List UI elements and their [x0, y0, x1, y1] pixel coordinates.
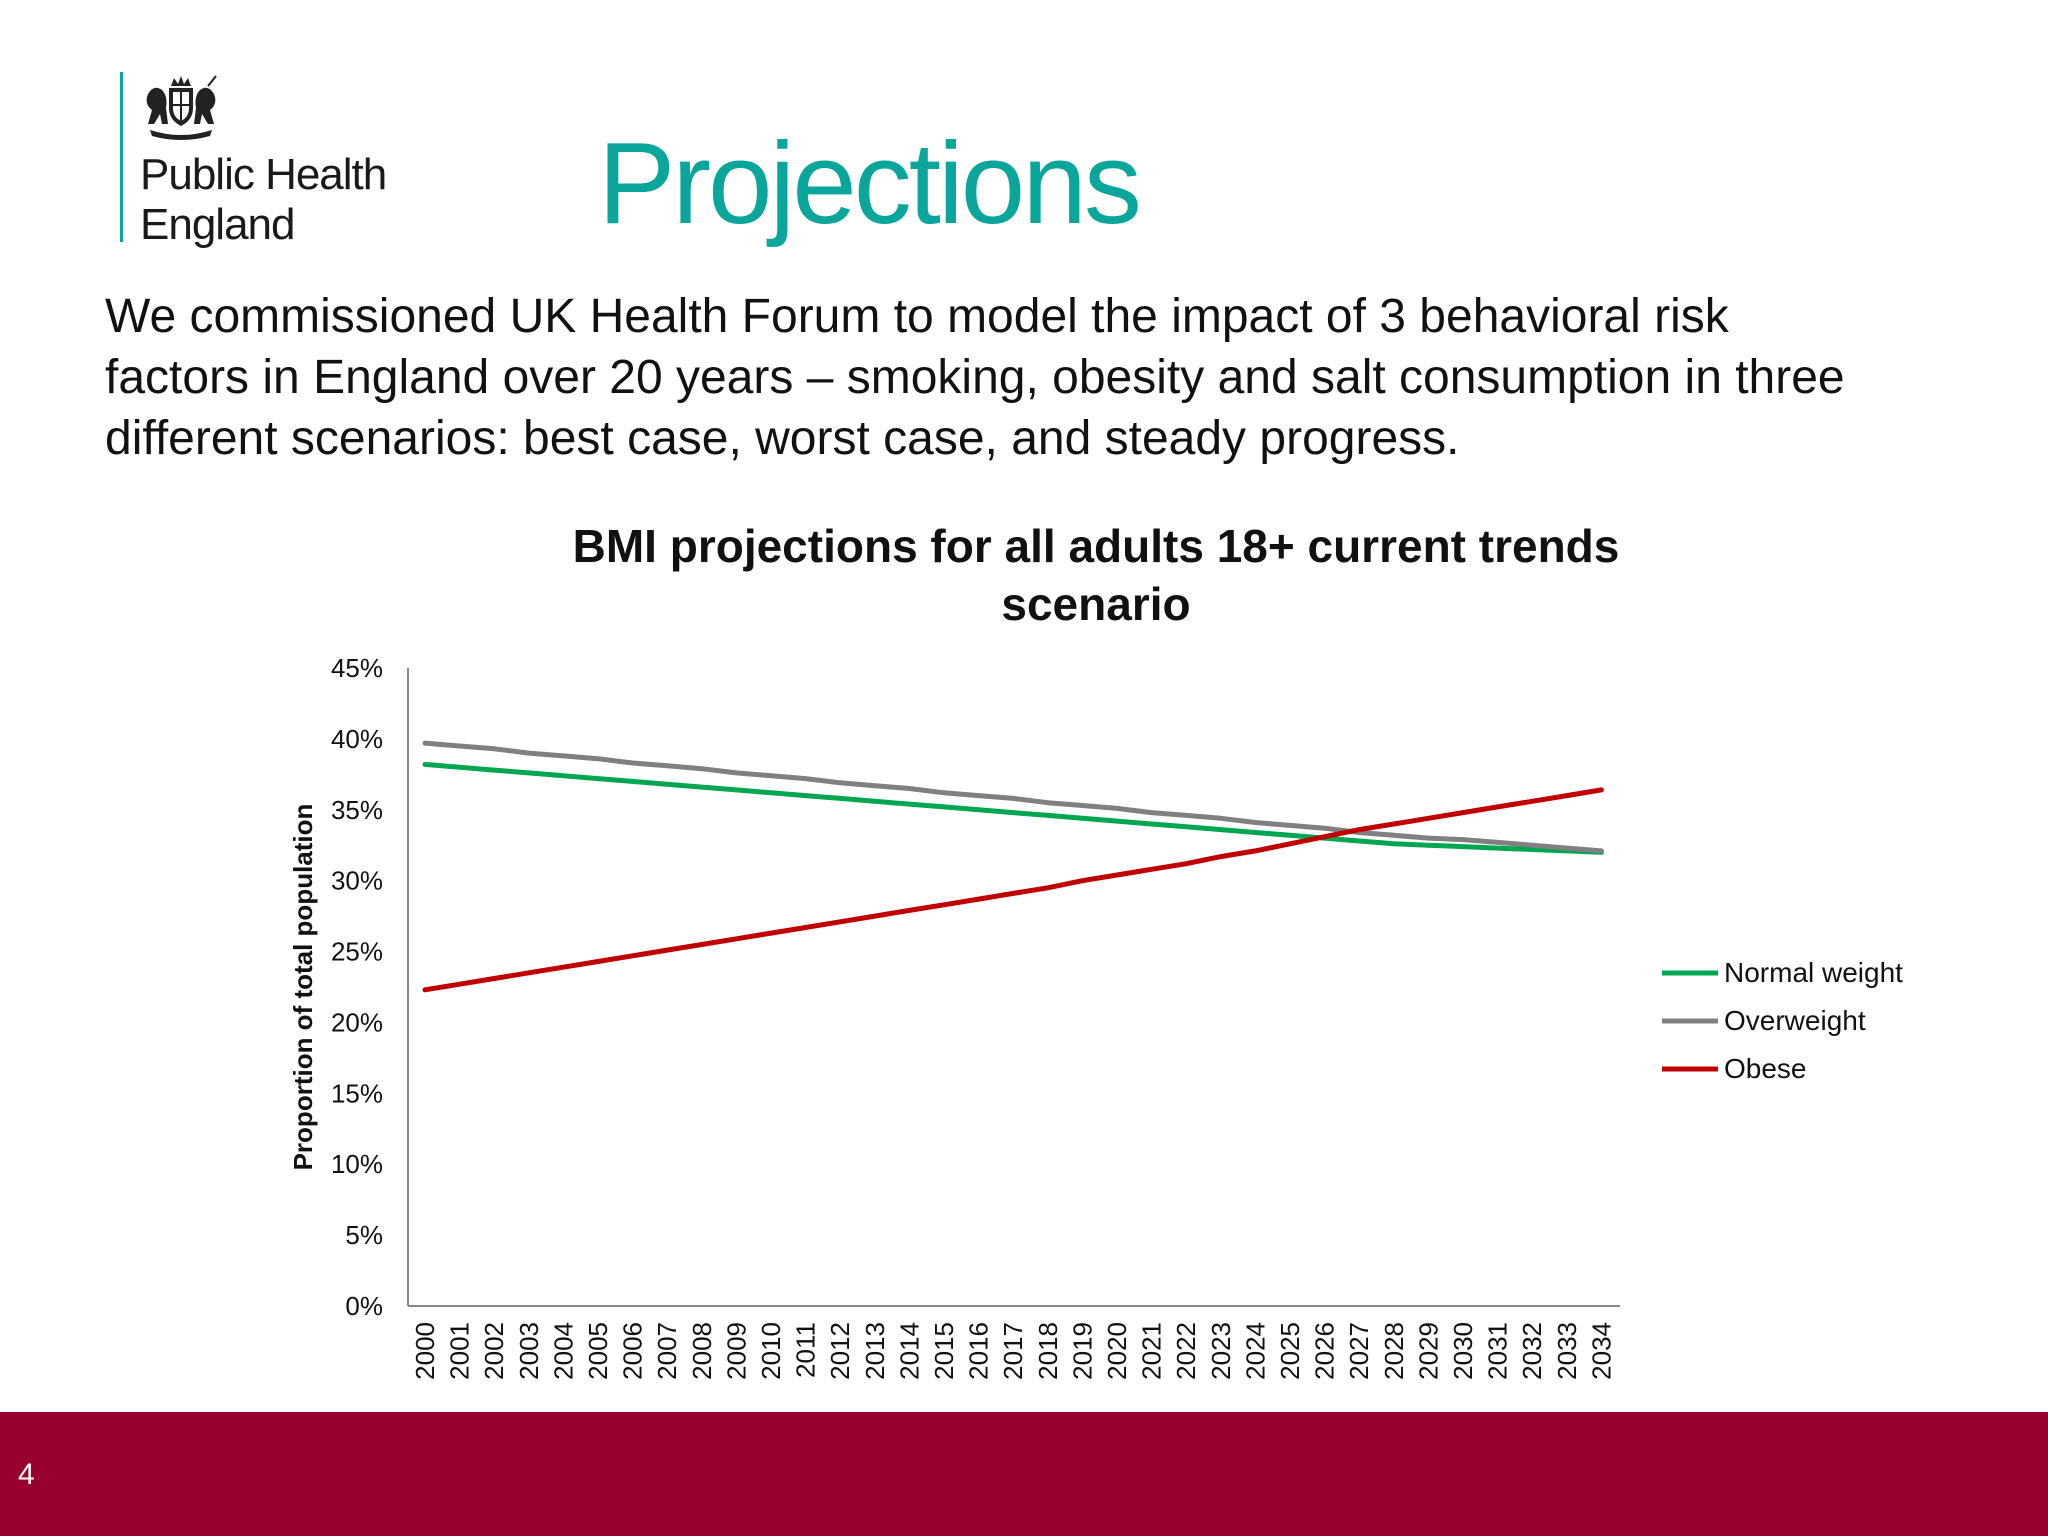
- y-tick-label: 40%: [331, 724, 383, 754]
- x-tick-label: 2032: [1517, 1322, 1547, 1380]
- x-tick-label: 2027: [1344, 1322, 1374, 1380]
- y-tick-label: 20%: [331, 1007, 383, 1037]
- legend-label: Normal weight: [1724, 957, 1903, 988]
- x-tick-label: 2014: [894, 1322, 924, 1380]
- x-tick-label: 2008: [687, 1322, 717, 1380]
- x-tick-label: 2033: [1552, 1322, 1582, 1380]
- chart-title-line: BMI projections for all adults 18+ curre…: [573, 520, 1620, 572]
- series-line-normal-weight: [422, 761, 1604, 855]
- series-line-obese: [422, 787, 1604, 993]
- logo-divider: [120, 72, 123, 242]
- logo-line-2: England: [140, 200, 295, 249]
- x-tick-label: 2031: [1483, 1322, 1513, 1380]
- chart-title-line: scenario: [1001, 578, 1190, 630]
- x-tick-label: 2016: [964, 1322, 994, 1380]
- y-tick-label: 0%: [345, 1291, 383, 1321]
- x-tick-label: 2009: [721, 1322, 751, 1380]
- x-tick-label: 2028: [1379, 1322, 1409, 1380]
- x-tick-label: 2012: [825, 1322, 855, 1380]
- x-tick-label: 2024: [1240, 1322, 1270, 1380]
- x-tick-label: 2020: [1102, 1322, 1132, 1380]
- y-axis-label: Proportion of total population: [288, 804, 318, 1171]
- x-tick-label: 2013: [860, 1322, 890, 1380]
- legend-label: Obese: [1724, 1053, 1807, 1084]
- series-line-overweight: [422, 740, 1604, 854]
- intro-paragraph: We commissioned UK Health Forum to model…: [105, 290, 1845, 465]
- royal-coat-of-arms-icon: [146, 75, 217, 140]
- page-number: 4: [18, 1458, 35, 1491]
- x-tick-label: 2022: [1171, 1322, 1201, 1380]
- y-tick-label: 5%: [345, 1220, 383, 1250]
- x-tick-label: 2021: [1137, 1322, 1167, 1380]
- y-tick-label: 45%: [331, 653, 383, 683]
- x-tick-label: 2025: [1275, 1322, 1305, 1380]
- x-tick-label: 2006: [618, 1322, 648, 1380]
- x-tick-label: 2015: [929, 1322, 959, 1380]
- x-tick-label: 2005: [583, 1322, 613, 1380]
- y-tick-label: 35%: [331, 795, 383, 825]
- logo-line-1: Public Health: [140, 150, 387, 199]
- x-tick-label: 2000: [410, 1322, 440, 1380]
- x-tick-label: 2002: [479, 1322, 509, 1380]
- x-tick-label: 2007: [652, 1322, 682, 1380]
- legend-label: Overweight: [1724, 1005, 1866, 1036]
- public-health-england-logo: Public Health England: [120, 72, 440, 249]
- x-tick-label: 2034: [1586, 1322, 1616, 1380]
- x-tick-label: 2010: [756, 1322, 786, 1380]
- logo-text: Public Health England: [140, 150, 387, 250]
- y-tick-label: 15%: [331, 1078, 383, 1108]
- x-tick-label: 2018: [1033, 1322, 1063, 1380]
- x-tick-label: 2017: [998, 1322, 1028, 1380]
- x-tick-label: 2023: [1206, 1322, 1236, 1380]
- x-tick-label: 2029: [1413, 1322, 1443, 1380]
- footer-bar: [0, 1412, 2048, 1536]
- x-tick-label: 2019: [1067, 1322, 1097, 1380]
- x-tick-label: 2004: [548, 1322, 578, 1380]
- x-tick-label: 2003: [514, 1322, 544, 1380]
- x-tick-label: 2001: [445, 1322, 475, 1380]
- x-tick-label: 2030: [1448, 1322, 1478, 1380]
- y-tick-label: 10%: [331, 1149, 383, 1179]
- y-tick-label: 30%: [331, 866, 383, 896]
- slide-title: Projections: [598, 118, 1142, 248]
- y-tick-label: 25%: [331, 937, 383, 967]
- x-tick-label: 2011: [791, 1322, 821, 1378]
- x-tick-label: 2026: [1310, 1322, 1340, 1380]
